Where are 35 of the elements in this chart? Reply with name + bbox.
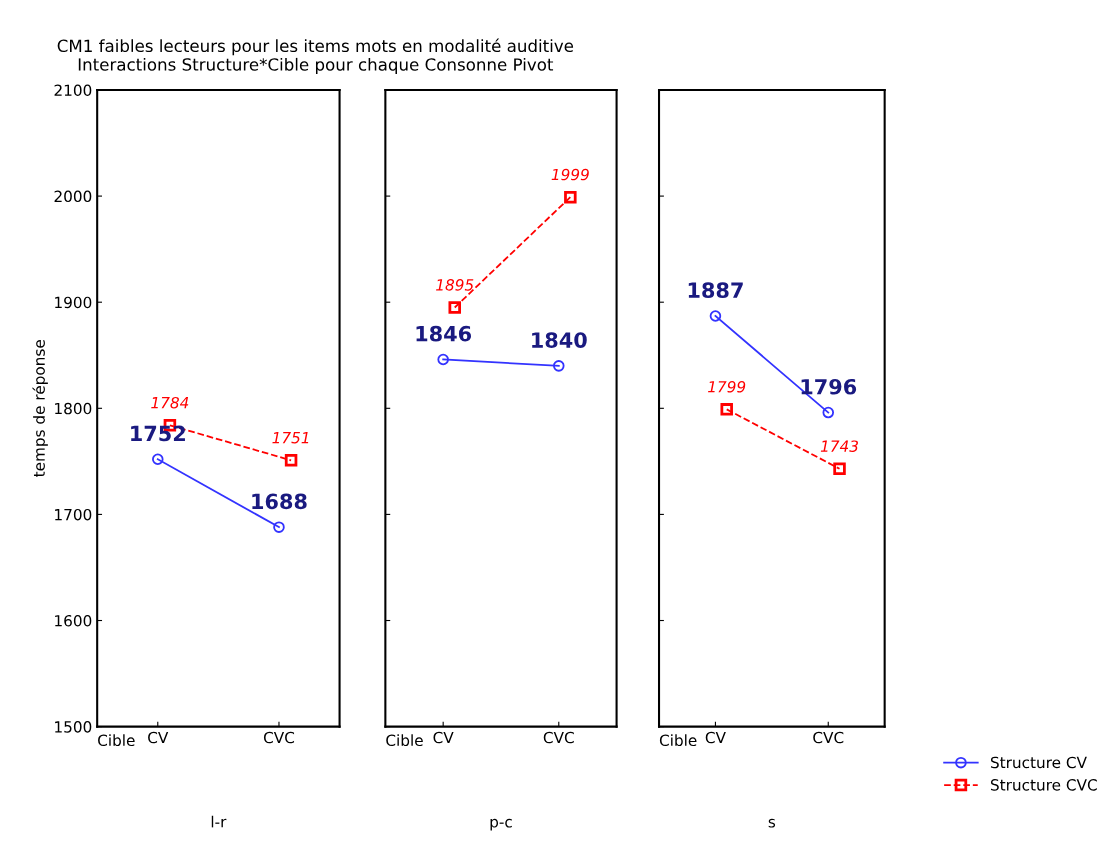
data-label: 1840 bbox=[532, 332, 587, 348]
y-tick-label: 1900 bbox=[55, 296, 92, 309]
chart-title: CM1 faibles lecteurs pour les items mots en modalité auditive Interactions Structure*Cible pour chaque Consonne Pivot bbox=[57, 38, 574, 75]
data-label: 1752 bbox=[131, 425, 185, 442]
data-label: 1784 bbox=[151, 396, 189, 409]
y-tick-label: 1700 bbox=[55, 508, 92, 521]
data-label: 1846 bbox=[416, 325, 472, 342]
data-label: 1751 bbox=[272, 432, 309, 444]
data-label: 1895 bbox=[436, 279, 474, 291]
y-tick-label: 1800 bbox=[55, 402, 92, 415]
legend-label: Structure CV bbox=[990, 756, 1087, 769]
x-tick-label: CV bbox=[705, 731, 726, 744]
y-axis-title: temps de réponse bbox=[32, 340, 48, 477]
y-tick-label: 1500 bbox=[55, 721, 92, 733]
data-label: 1688 bbox=[252, 493, 307, 510]
x-axis-title: Cible bbox=[98, 734, 135, 747]
legend-label: Structure CVC bbox=[990, 779, 1097, 791]
y-tick-label: 1600 bbox=[55, 614, 92, 627]
x-tick-label: CV bbox=[433, 731, 454, 744]
x-axis-title: Cible bbox=[386, 734, 423, 747]
x-tick-label: CVC bbox=[543, 731, 574, 744]
x-axis-title: Cible bbox=[659, 734, 697, 747]
x-tick-label: CVC bbox=[263, 731, 295, 744]
y-tick-label: 2100 bbox=[54, 84, 92, 97]
data-label: 1799 bbox=[708, 380, 746, 393]
text: p-c bbox=[490, 818, 512, 831]
x-tick-label: CV bbox=[148, 731, 169, 744]
y-tick-label: 2000 bbox=[54, 190, 92, 203]
text: l-r bbox=[211, 815, 227, 828]
data-label: 1743 bbox=[820, 440, 858, 452]
data-label: 1887 bbox=[688, 282, 743, 299]
data-label: 1796 bbox=[801, 378, 857, 395]
data-label: 1999 bbox=[551, 168, 589, 181]
text: s bbox=[768, 818, 776, 828]
x-tick-label: CVC bbox=[813, 731, 844, 744]
